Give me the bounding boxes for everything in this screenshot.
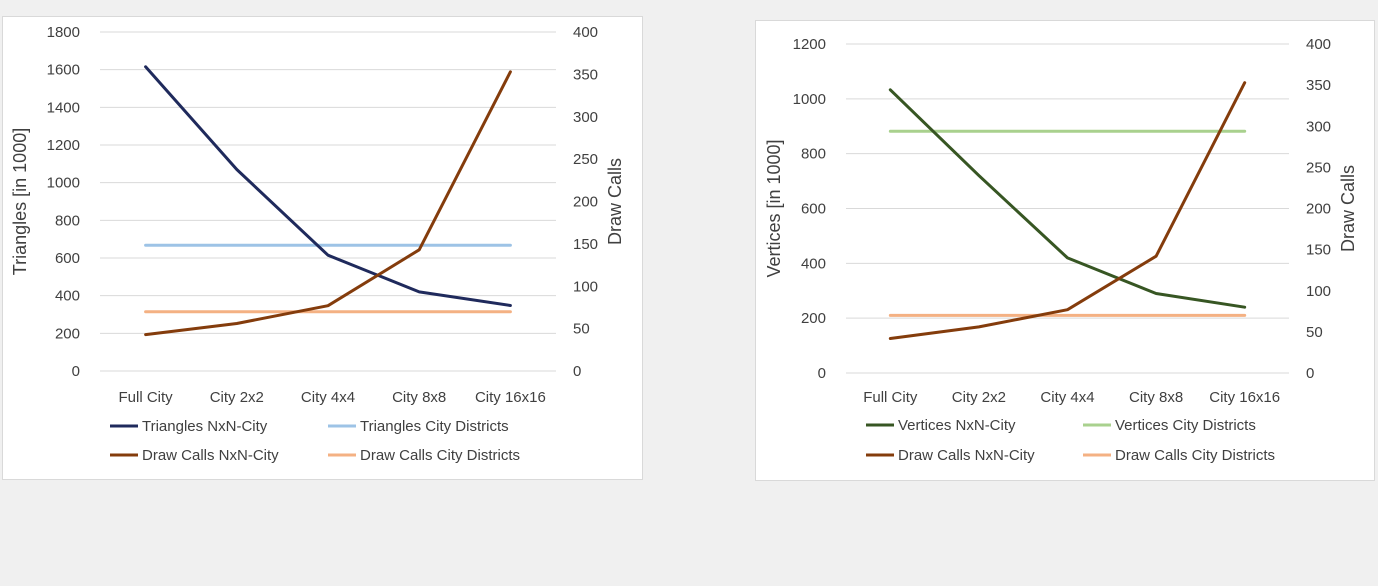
y2-tick-label: 0 xyxy=(573,363,581,380)
chart-panel-triangles: 0 200 400 600 800 1000 1200 1400 1600 1800 0 50 100 1… xyxy=(2,16,643,480)
y-tick-label: 600 xyxy=(801,201,826,218)
legend-label: Vertices City Districts xyxy=(1115,417,1256,434)
y2-tick-label: 350 xyxy=(573,66,598,83)
y2-tick-label: 300 xyxy=(573,109,598,126)
x-tick-label: Full City xyxy=(119,389,174,406)
y2-tick-label: 200 xyxy=(1306,201,1331,218)
y2-tick-label: 400 xyxy=(1306,36,1331,53)
legend-label: Vertices NxN-City xyxy=(898,417,1016,434)
y-tick-label: 800 xyxy=(55,212,80,229)
legend-label: Draw Calls City Districts xyxy=(360,447,520,464)
x-tick-label: City 16x16 xyxy=(1209,389,1280,406)
y-tick-label: 200 xyxy=(801,310,826,327)
legend-label: Triangles NxN-City xyxy=(142,418,268,435)
vertices-chart: 0 200 400 600 800 1000 1200 0 50 100 150 200 250 300 3… xyxy=(756,21,1374,480)
y-axis-title: Triangles [in 1000] xyxy=(10,128,30,275)
x-tick-label: City 4x4 xyxy=(301,389,355,406)
y2-tick-label: 400 xyxy=(573,24,598,41)
chart-panel-vertices: 0 200 400 600 800 1000 1200 0 50 100 150 200 250 300 3… xyxy=(755,20,1375,481)
y2-tick-label: 150 xyxy=(1306,242,1331,259)
y-tick-label: 1000 xyxy=(47,175,80,192)
y-tick-label: 0 xyxy=(818,365,826,382)
x-tick-label: City 2x2 xyxy=(210,389,264,406)
x-tick-label: City 2x2 xyxy=(952,389,1006,406)
y-tick-label: 1400 xyxy=(47,99,80,116)
y2-tick-label: 0 xyxy=(1306,365,1314,382)
y-tick-label: 1000 xyxy=(793,91,826,108)
legend-label: Triangles City Districts xyxy=(360,418,509,435)
x-tick-label: City 8x8 xyxy=(1129,389,1183,406)
y2-tick-label: 350 xyxy=(1306,77,1331,94)
legend-label: Draw Calls NxN-City xyxy=(142,447,279,464)
legend-label: Draw Calls NxN-City xyxy=(898,447,1035,464)
y2-tick-label: 50 xyxy=(573,321,590,338)
y-tick-label: 1800 xyxy=(47,24,80,41)
y-tick-label: 0 xyxy=(72,363,80,380)
triangles-chart: 0 200 400 600 800 1000 1200 1400 1600 1800 0 50 100 1… xyxy=(3,17,642,479)
y2-axis-title: Draw Calls xyxy=(605,158,625,245)
y2-tick-label: 150 xyxy=(573,236,598,253)
legend-label: Draw Calls City Districts xyxy=(1115,447,1275,464)
y-tick-label: 800 xyxy=(801,146,826,163)
x-tick-label: City 8x8 xyxy=(392,389,446,406)
x-tick-label: City 16x16 xyxy=(475,389,546,406)
x-tick-label: Full City xyxy=(863,389,918,406)
y2-tick-label: 300 xyxy=(1306,118,1331,135)
y-tick-label: 200 xyxy=(55,325,80,342)
y-tick-label: 600 xyxy=(55,250,80,267)
y2-tick-label: 100 xyxy=(1306,283,1331,300)
y-axis-title: Vertices [in 1000] xyxy=(764,139,784,277)
y2-axis-title: Draw Calls xyxy=(1338,165,1358,252)
series-line-vertices-nxn-city xyxy=(890,90,1244,307)
x-tick-label: City 4x4 xyxy=(1040,389,1094,406)
series-line-triangles-nxn-city xyxy=(146,67,511,306)
y-tick-label: 400 xyxy=(55,288,80,305)
y2-tick-label: 250 xyxy=(1306,159,1331,176)
y2-tick-label: 250 xyxy=(573,151,598,168)
y-tick-label: 1200 xyxy=(793,36,826,53)
y2-tick-label: 200 xyxy=(573,194,598,211)
y2-tick-label: 100 xyxy=(573,278,598,295)
y-tick-label: 1600 xyxy=(47,62,80,79)
y2-tick-label: 50 xyxy=(1306,324,1323,341)
y-tick-label: 1200 xyxy=(47,137,80,154)
y-tick-label: 400 xyxy=(801,255,826,272)
